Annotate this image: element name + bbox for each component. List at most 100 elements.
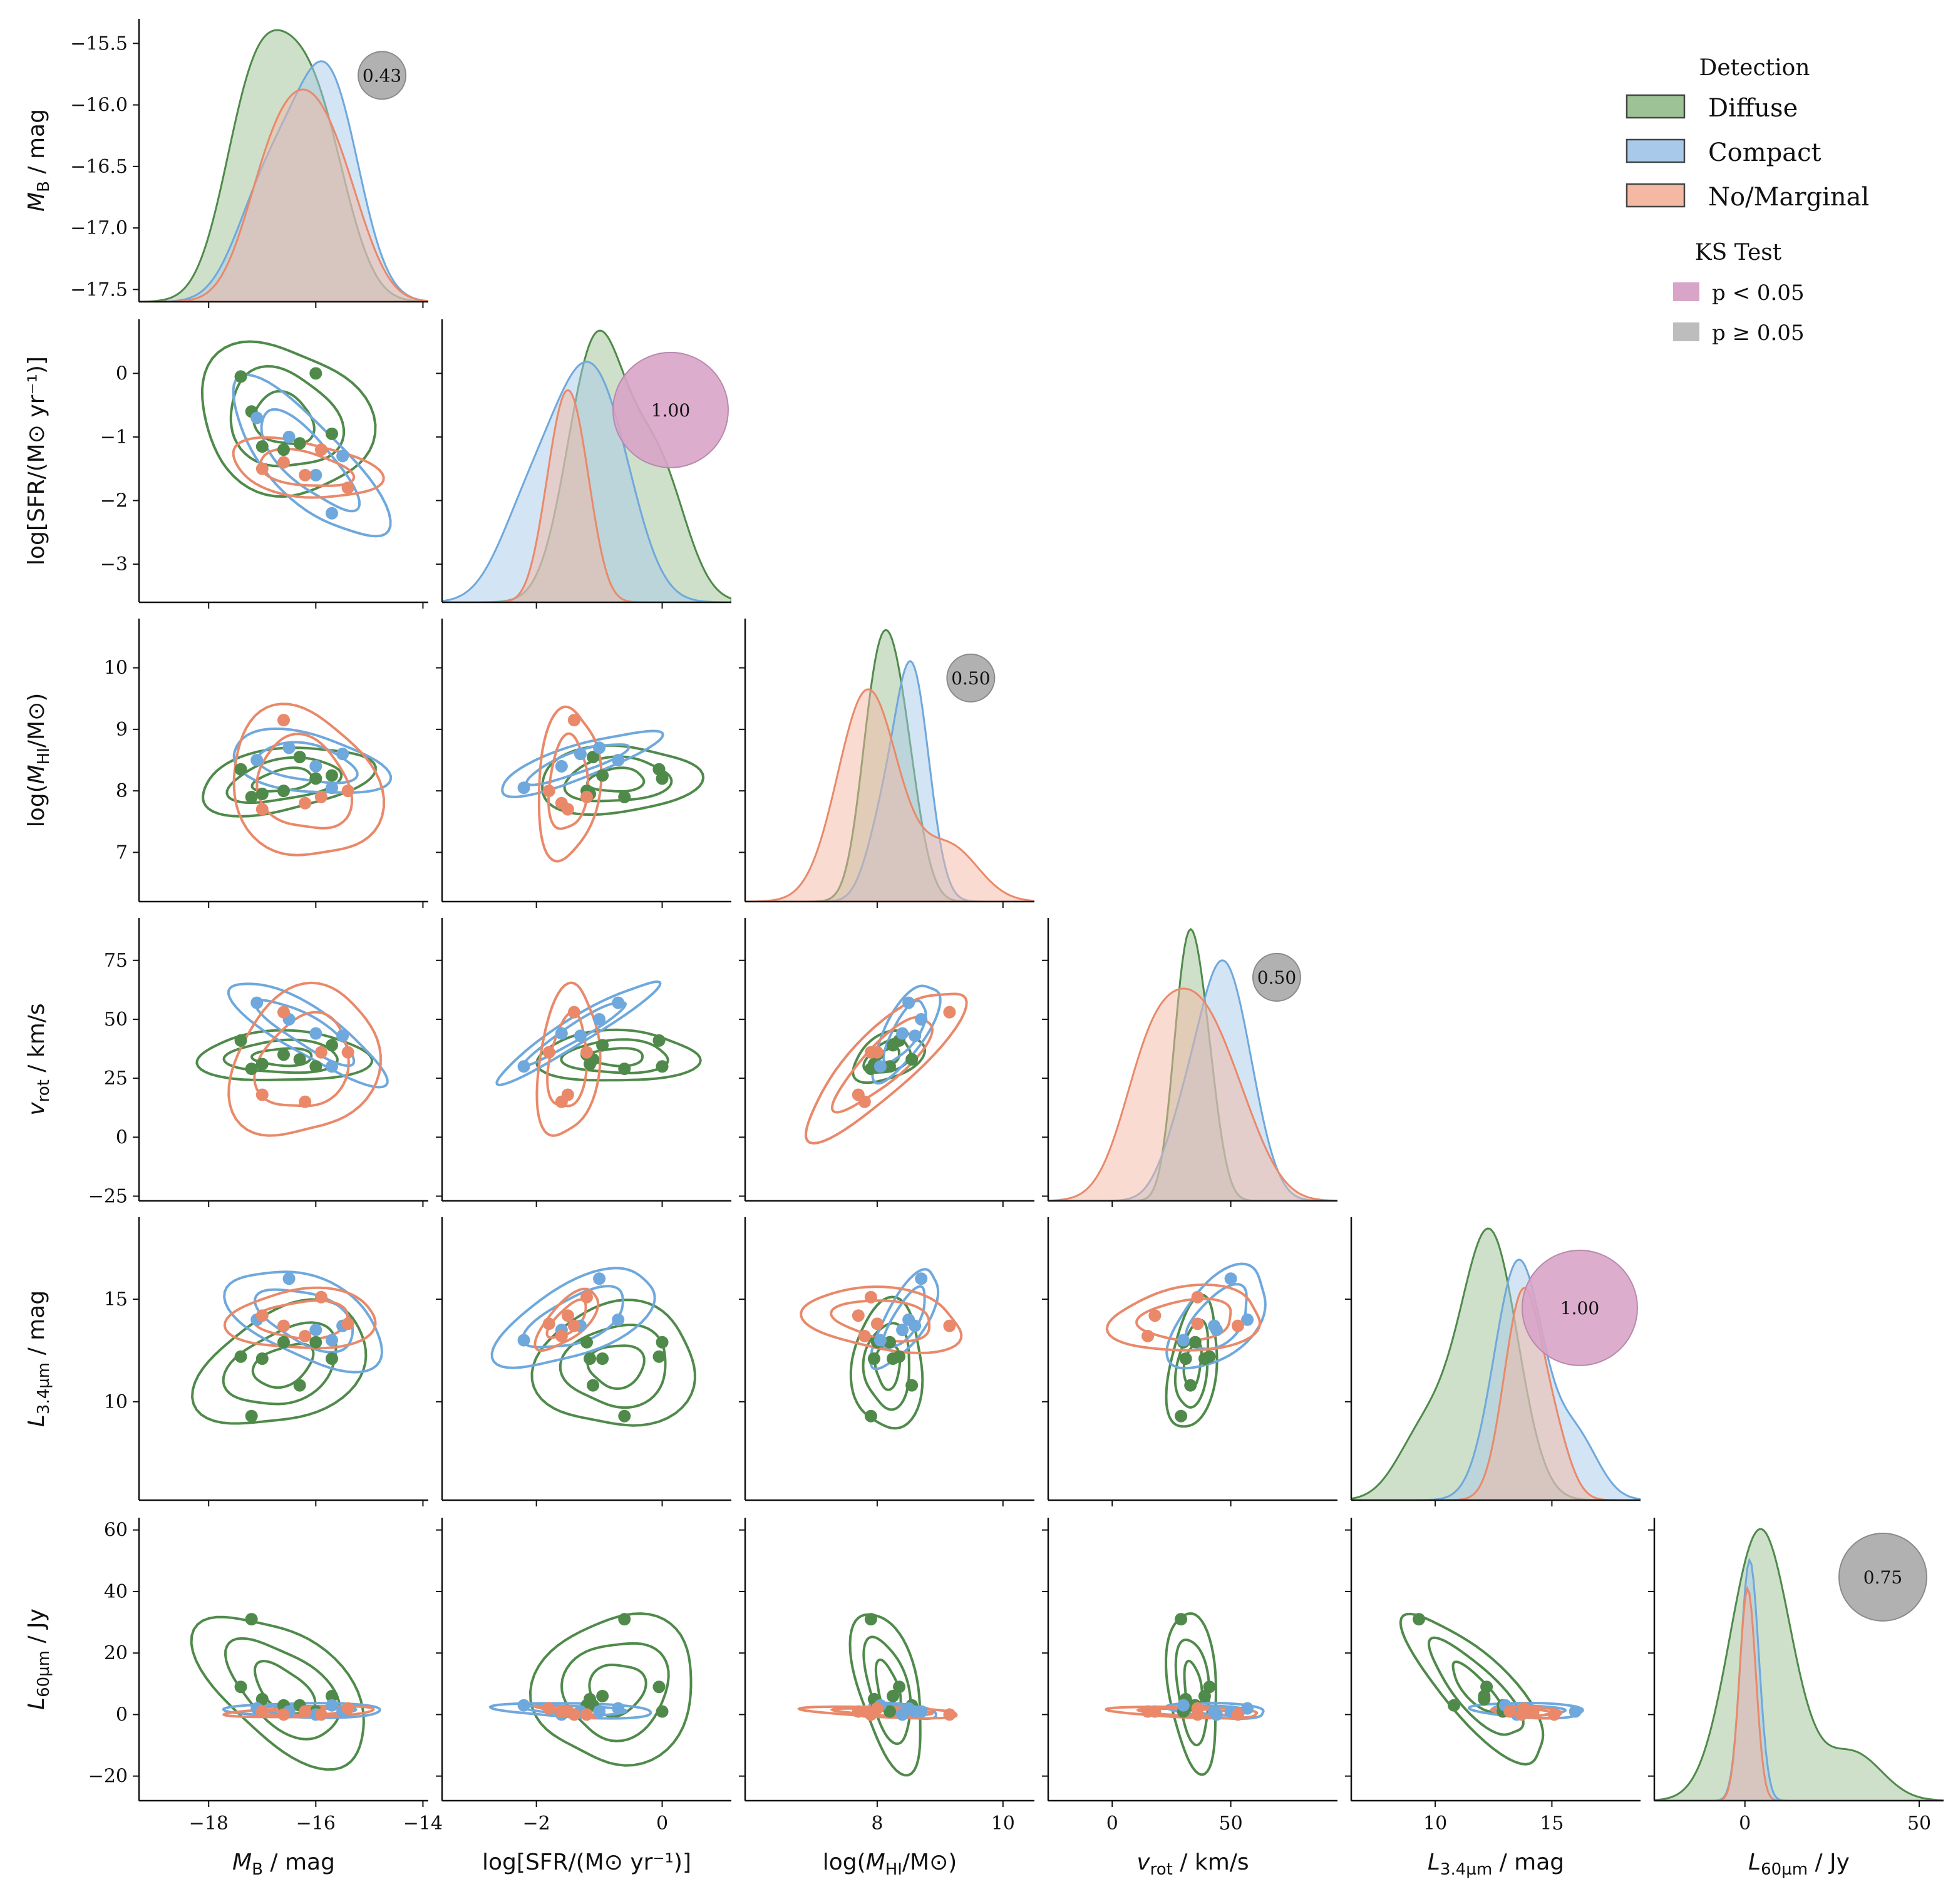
point-no-marginal-1: [277, 456, 290, 469]
y-tick-label: 20: [104, 1642, 128, 1664]
point-no-marginal-4: [341, 1317, 354, 1330]
point-diffuse-4: [596, 1039, 609, 1052]
point-no-marginal-2: [299, 796, 312, 810]
point-no-marginal-2: [858, 1329, 871, 1342]
point-diffuse-3: [293, 751, 306, 764]
point-diffuse-6: [309, 367, 322, 380]
plot-area: [195, 981, 389, 1137]
kde-no-marginal: [139, 88, 428, 302]
point-compact-1: [282, 741, 296, 754]
contour-diffuse: [195, 1029, 374, 1081]
y-tick-label: 10: [104, 1391, 128, 1413]
y-tick-label: −16.0: [70, 95, 128, 116]
point-no-marginal-1: [567, 1708, 580, 1721]
point-diffuse-2: [277, 1335, 290, 1349]
point-no-marginal-0: [852, 1309, 865, 1322]
plot-area: [202, 702, 393, 857]
point-diffuse-3: [293, 1379, 306, 1392]
point-diffuse-4: [596, 769, 609, 782]
point-compact-2: [896, 1708, 909, 1721]
x-axis-label-L34: L3.4µm / mag: [1428, 1850, 1564, 1879]
point-no-marginal-0: [255, 462, 269, 475]
x-tick-label: 15: [1540, 1813, 1564, 1835]
point-no-marginal-3: [580, 790, 593, 803]
point-compact-2: [555, 759, 568, 773]
plot-area: [139, 29, 428, 302]
point-no-marginal-0: [255, 1309, 269, 1322]
y-tick-label: −1: [100, 426, 128, 448]
ks-badge: 0.50: [1252, 952, 1301, 1002]
point-no-marginal-2: [555, 1095, 568, 1108]
point-compact-0: [1241, 1313, 1254, 1326]
point-compact-4: [1208, 1705, 1221, 1718]
contour-diffuse: [1174, 1638, 1211, 1747]
point-diffuse-0: [893, 1680, 906, 1694]
contour-diffuse: [559, 1323, 667, 1409]
contour-compact: [1165, 1262, 1267, 1370]
y-axis-label-SFR: log[SFR/(M⊙ yr⁻¹)]: [24, 356, 49, 565]
point-compact-3: [517, 1060, 530, 1073]
panel-L34-vs-L34: 1.00: [1345, 1217, 1641, 1506]
point-compact-3: [873, 1060, 887, 1073]
point-diffuse-3: [1447, 1699, 1460, 1712]
x-tick-label: −2: [523, 1813, 550, 1835]
point-diffuse-6: [884, 1335, 896, 1349]
point-diffuse-5: [618, 790, 631, 803]
point-compact-2: [309, 1324, 322, 1337]
point-no-marginal-2: [858, 1095, 871, 1108]
kde-compact: [1351, 1258, 1641, 1500]
point-no-marginal-2: [299, 1329, 312, 1342]
contour-no-marginal: [232, 702, 386, 857]
point-no-marginal-1: [277, 714, 290, 727]
y-tick-label: −3: [100, 553, 128, 575]
point-no-marginal-4: [341, 481, 354, 495]
panels-layer: 0.43 −17.5 −17.0 −16.5 −16.0 −15.5 −3 −2 −1 0 1.00…: [24, 19, 1944, 1879]
ks-value: 0.75: [1863, 1567, 1902, 1588]
legend-swatch-compact: [1626, 138, 1686, 163]
point-diffuse-4: [326, 427, 338, 440]
point-diffuse-5: [618, 1063, 631, 1076]
contour-compact: [232, 727, 393, 794]
point-compact-2: [309, 759, 322, 773]
ks-badge: 0.50: [946, 653, 996, 702]
contour-diffuse: [222, 1038, 339, 1074]
point-compact-1: [593, 1272, 606, 1285]
y-tick-label: 25: [104, 1068, 128, 1089]
y-tick-label: −25: [88, 1185, 128, 1207]
legend-title: Detection: [1699, 55, 1810, 81]
x-axis-label-MHI: log(MHI/M⊙): [823, 1850, 957, 1879]
contour-no-marginal: [259, 447, 356, 487]
point-no-marginal-4: [870, 1702, 884, 1715]
point-no-marginal-1: [943, 1319, 956, 1332]
contour-diffuse: [528, 1612, 693, 1767]
legend-swatch-no-marginal: [1626, 183, 1686, 208]
point-diffuse-4: [596, 1689, 609, 1702]
point-no-marginal-0: [255, 803, 269, 816]
contour-no-marginal: [830, 1299, 931, 1343]
point-diffuse-4: [1198, 1689, 1211, 1702]
point-diffuse-1: [255, 1057, 269, 1071]
point-diffuse-3: [587, 751, 600, 764]
ks-circle: [1252, 952, 1301, 1002]
contour-compact: [260, 408, 361, 513]
point-diffuse-4: [887, 1689, 900, 1702]
contour-diffuse: [1165, 1293, 1219, 1428]
x-tick-label: 10: [1423, 1813, 1447, 1835]
ks-legend-swatch: [1673, 322, 1699, 341]
point-diffuse-4: [596, 1352, 609, 1365]
point-diffuse-5: [618, 1613, 631, 1626]
y-axis-label-L60: L60µm / Jy: [24, 1608, 53, 1710]
point-diffuse-4: [1198, 1352, 1211, 1365]
point-no-marginal-3: [1548, 1708, 1561, 1721]
x-tick-label: 50: [1219, 1813, 1242, 1835]
point-diffuse-1: [255, 1692, 269, 1706]
y-tick-label: 50: [104, 1009, 128, 1031]
contour-diffuse: [560, 1642, 670, 1742]
contour-no-marginal: [223, 1286, 377, 1350]
ks-circle: [946, 653, 996, 702]
point-no-marginal-3: [580, 1290, 593, 1304]
point-diffuse-0: [234, 370, 247, 383]
point-compact-0: [902, 996, 915, 1009]
contour-diffuse: [251, 1342, 315, 1389]
ks-value: 0.50: [951, 668, 990, 689]
